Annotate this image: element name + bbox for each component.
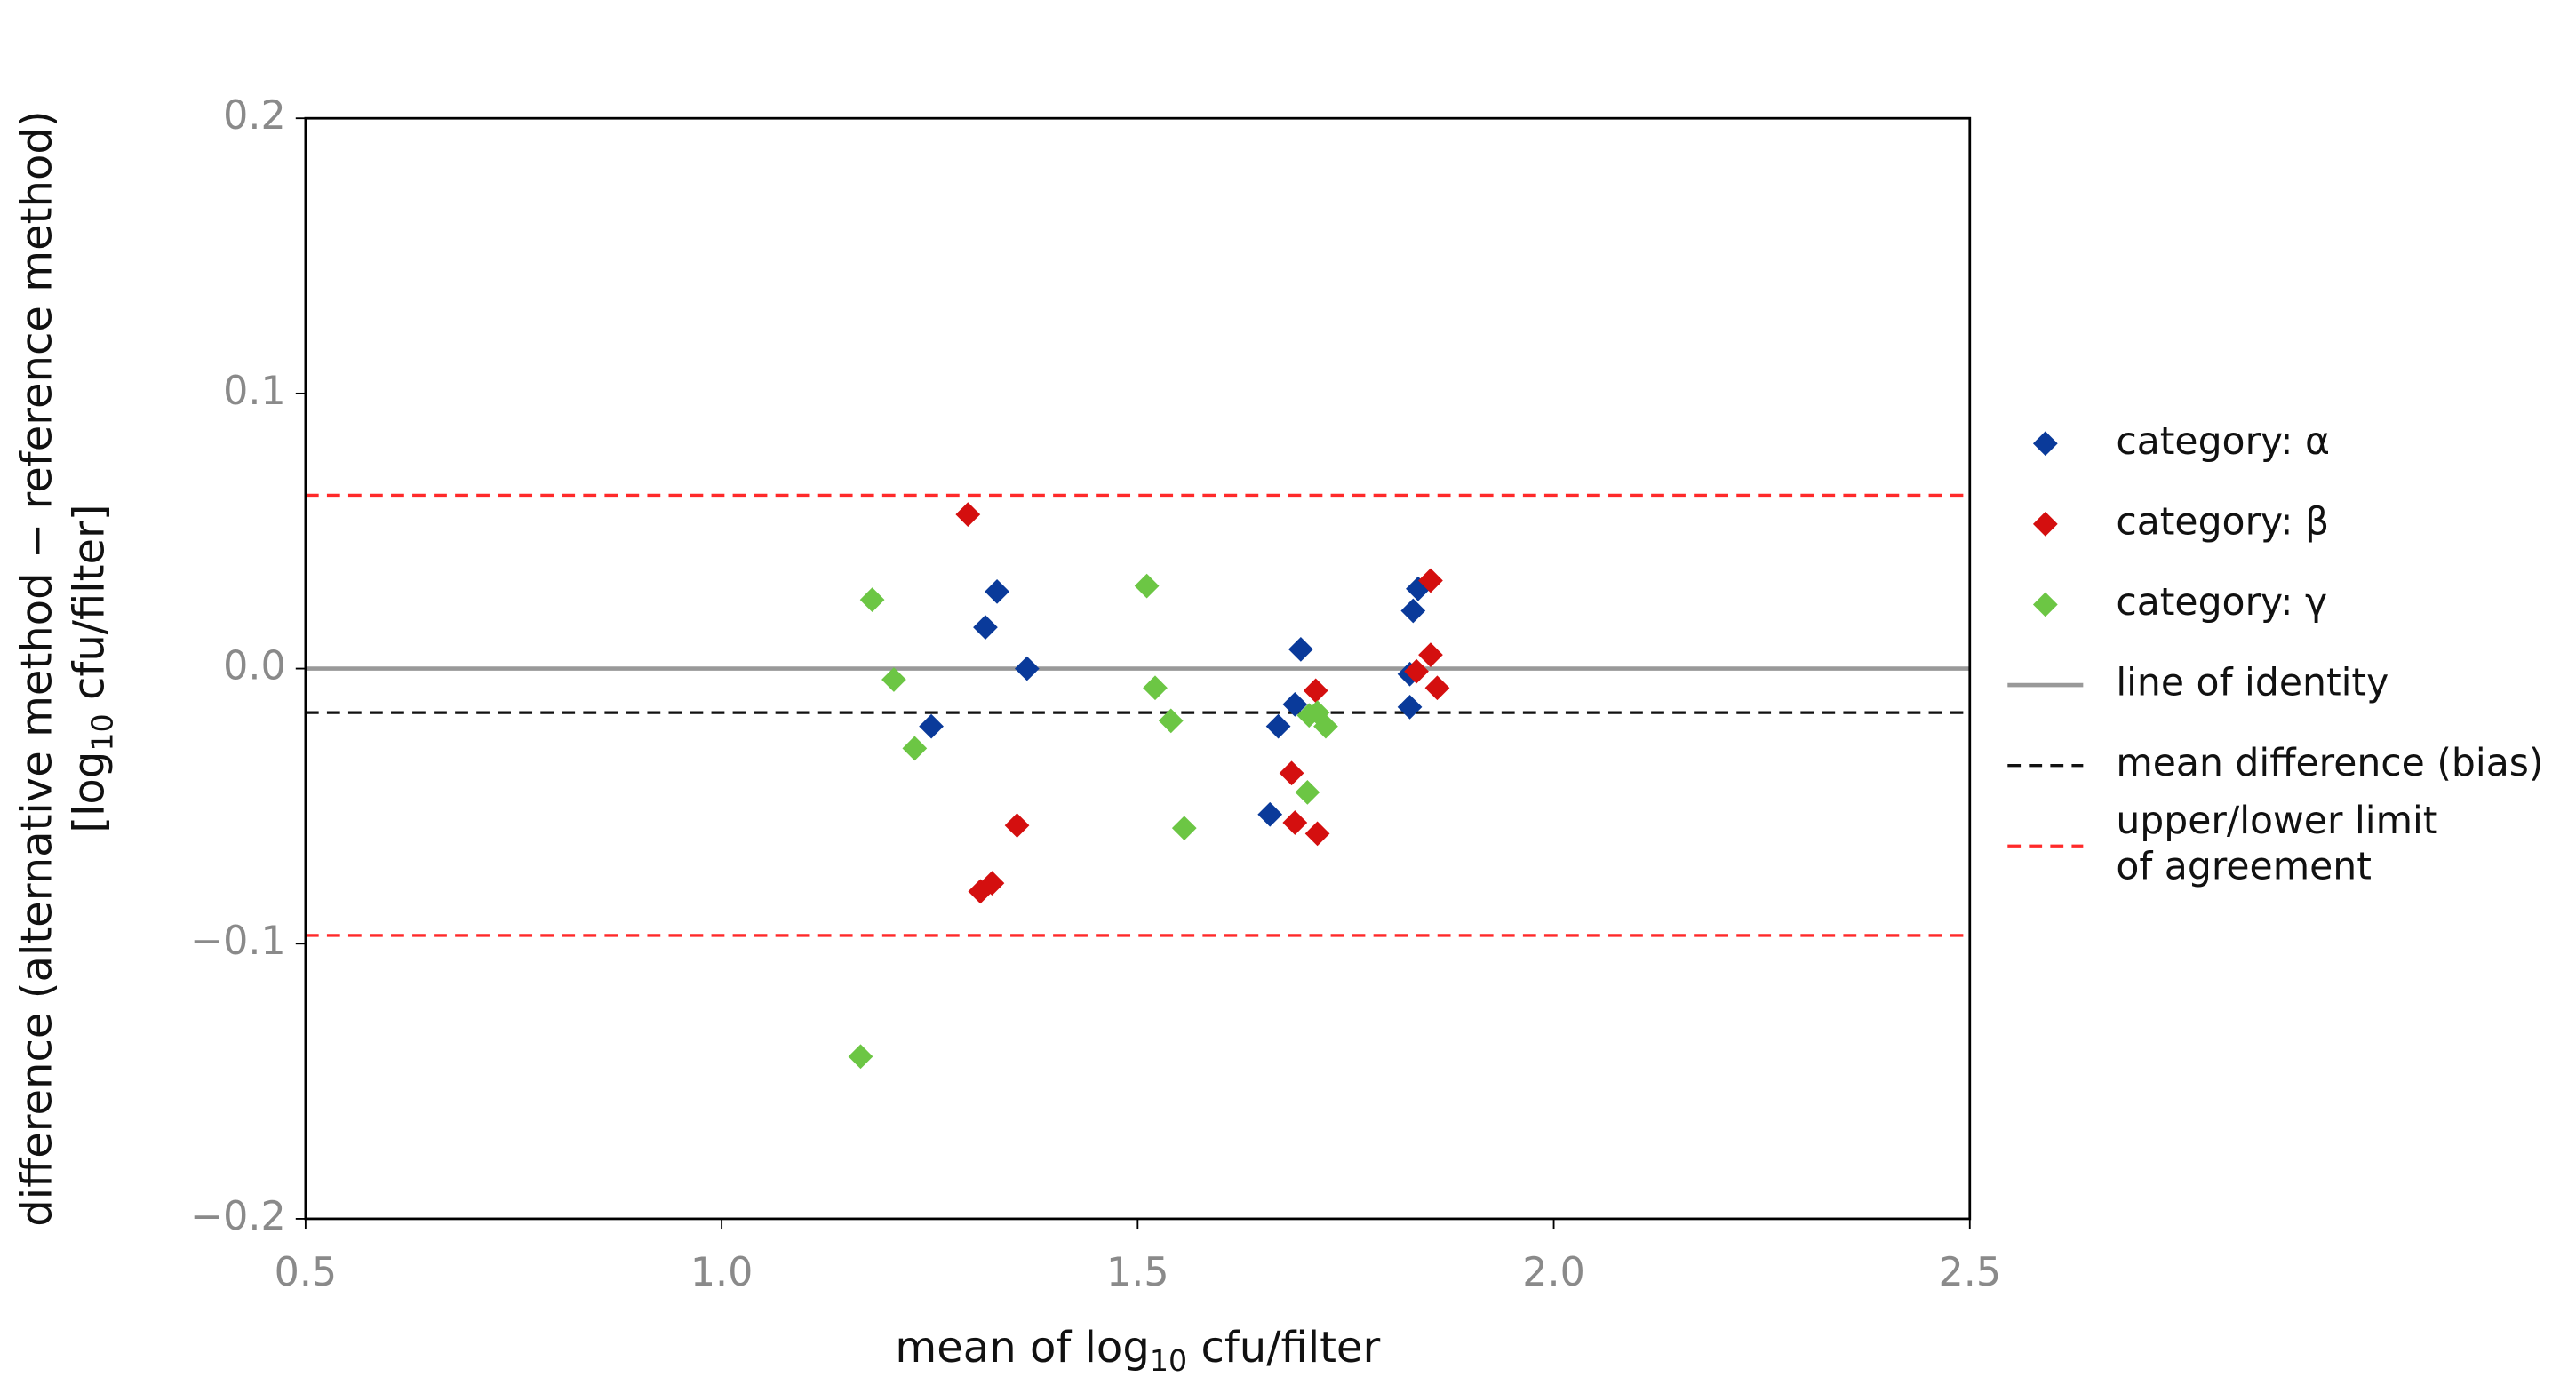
data-point (848, 1044, 873, 1070)
data-point (1158, 708, 1184, 734)
data-point (955, 502, 981, 528)
data-point (979, 871, 1005, 896)
label-part: cfu/filter (1187, 1323, 1380, 1373)
data-point (1134, 573, 1160, 599)
legend-marker (2032, 512, 2058, 537)
data-point (1304, 821, 1330, 847)
data-point (1418, 568, 1443, 593)
data-point (1288, 637, 1313, 662)
legend-marker (2032, 431, 2058, 457)
data-point (1279, 760, 1304, 786)
data-point (919, 713, 944, 739)
legend-label: mean difference (bias) (2116, 742, 2543, 785)
label-part: 10 (84, 713, 119, 751)
x-tick-label: 2.0 (1522, 1250, 1585, 1295)
data-point (1400, 598, 1426, 624)
data-point (902, 736, 928, 761)
y-axis-label: difference (alternative method − referen… (12, 110, 61, 1226)
legend-label: category: γ (2116, 581, 2327, 625)
data-point (1313, 713, 1338, 739)
y-tick-label: 0.1 (223, 369, 286, 414)
legend-label: line of identity (2116, 662, 2389, 705)
data-point (1004, 813, 1030, 838)
data-point (1171, 816, 1197, 841)
x-tick-label: 2.5 (1939, 1250, 2002, 1295)
data-point (973, 615, 998, 640)
label-part: mean of log (895, 1323, 1149, 1373)
data-point (1282, 810, 1308, 835)
data-point (1418, 642, 1443, 667)
data-point (1404, 658, 1429, 684)
legend-label: of agreement (2116, 846, 2372, 889)
data-point (1265, 713, 1291, 739)
y-axis-label: [log10 cfu/filter] (65, 504, 119, 832)
label-part: cfu/filter] (65, 504, 115, 713)
data-point (1257, 801, 1283, 827)
data-point (881, 667, 906, 692)
legend-label: upper/lower limit (2116, 800, 2437, 843)
label-part: [log (65, 752, 115, 833)
y-tick-label: 0.0 (223, 644, 286, 689)
x-tick-label: 1.0 (690, 1250, 754, 1295)
legend-marker (2032, 592, 2058, 617)
y-tick-label: −0.1 (190, 919, 286, 964)
x-tick-label: 1.5 (1106, 1250, 1169, 1295)
y-tick-label: 0.2 (223, 93, 286, 139)
legend-label: category: β (2116, 500, 2329, 544)
data-point (1397, 695, 1423, 720)
data-point (985, 578, 1009, 604)
legend-label: category: α (2116, 420, 2330, 464)
y-tick-label: −0.2 (190, 1194, 286, 1239)
data-point (1295, 780, 1320, 805)
data-point (1143, 675, 1168, 701)
data-point (1424, 675, 1450, 701)
data-point (1303, 678, 1328, 704)
x-tick-label: 0.5 (275, 1250, 338, 1295)
x-axis-label: mean of log10 cfu/filter (895, 1323, 1380, 1377)
data-point (859, 587, 885, 613)
data-point (1014, 656, 1040, 681)
label-part: 10 (1150, 1342, 1187, 1377)
